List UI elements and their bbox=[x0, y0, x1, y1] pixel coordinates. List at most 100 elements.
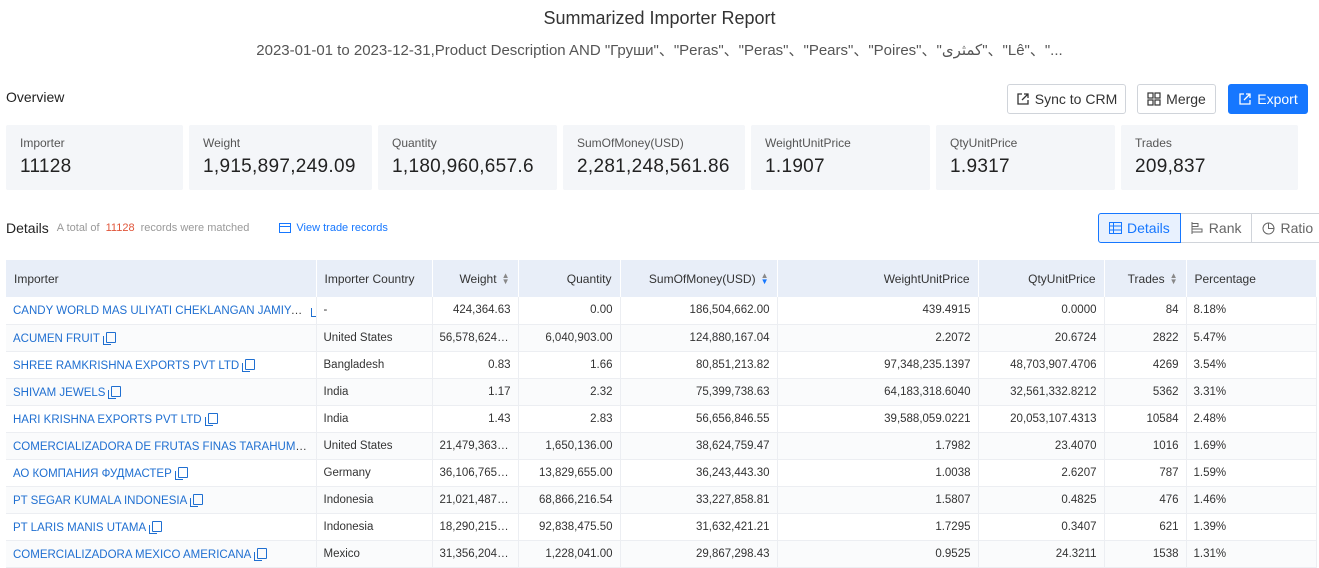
country-cell: United States bbox=[316, 324, 433, 352]
copy-icon[interactable] bbox=[242, 358, 256, 372]
col-header-trades[interactable]: Trades ▲ ▼ bbox=[1104, 260, 1187, 297]
sum-of-money-cell: 80,851,213.82 bbox=[620, 351, 778, 379]
header-label: Weight bbox=[459, 271, 497, 286]
country-cell: - bbox=[316, 297, 433, 325]
tab-details[interactable]: Details bbox=[1098, 213, 1181, 243]
country-cell: Mexico bbox=[316, 540, 433, 568]
country-cell: Bangladesh bbox=[316, 351, 433, 379]
sort-icon[interactable]: ▲ ▼ bbox=[760, 271, 769, 287]
weight-cell: 36,106,765.56 bbox=[432, 459, 519, 487]
qty-unit-price-cell: 32,561,332.8212 bbox=[978, 378, 1105, 406]
col-header-sum-of-money[interactable]: SumOfMoney(USD) ▲ ▼ bbox=[620, 260, 778, 297]
importer-link[interactable]: HARI KRISHNA EXPORTS PVT LTD bbox=[13, 413, 202, 426]
percentage-cell: 3.54% bbox=[1186, 351, 1317, 379]
overview-stats: Importer 11128 Weight 1,915,897,249.09 Q… bbox=[6, 125, 1298, 190]
importer-cell: SHIVAM JEWELS bbox=[6, 378, 317, 406]
percentage-cell: 3.31% bbox=[1186, 378, 1317, 406]
importer-cell: COMERCIALIZADORA MEXICO AMERICANA bbox=[6, 540, 317, 568]
importer-link[interactable]: ACUMEN FRUIT bbox=[13, 332, 100, 345]
stat-label: Importer bbox=[20, 136, 65, 150]
table-row: SHIVAM JEWELS India 1.17 2.32 75,399,738.63 6… bbox=[6, 378, 1317, 406]
header-label: Trades bbox=[1127, 271, 1165, 286]
sum-of-money-cell: 124,880,167.04 bbox=[620, 324, 778, 352]
tab-ratio[interactable]: Ratio bbox=[1252, 213, 1319, 243]
sync-to-crm-label: Sync to CRM bbox=[1034, 91, 1118, 107]
header-label: Importer bbox=[14, 271, 59, 286]
copy-icon[interactable] bbox=[174, 466, 188, 480]
importer-link[interactable]: COMERCIALIZADORA DE FRUTAS FINAS TARAHUM… bbox=[13, 440, 313, 453]
importer-link[interactable]: CANDY WORLD MAS ULIYATI CHEKLANGAN JAMIY… bbox=[13, 305, 308, 318]
copy-icon[interactable] bbox=[102, 331, 116, 345]
importer-cell: COMERCIALIZADORA DE FRUTAS FINAS TARAHUM… bbox=[6, 432, 317, 460]
trades-cell: 4269 bbox=[1104, 351, 1187, 379]
country-cell: Germany bbox=[316, 459, 433, 487]
quantity-cell: 2.83 bbox=[518, 405, 621, 433]
qty-unit-price-cell: 23.4070 bbox=[978, 432, 1105, 460]
matched-suffix: records were matched bbox=[140, 222, 250, 234]
importer-link[interactable]: COMERCIALIZADORA MEXICO AMERICANA bbox=[13, 548, 252, 561]
table-row: HARI KRISHNA EXPORTS PVT LTD India 1.43 2.8… bbox=[6, 405, 1317, 433]
quantity-cell: 1,228,041.00 bbox=[518, 540, 621, 568]
rank-icon bbox=[1191, 222, 1203, 234]
weight-cell: 1.17 bbox=[432, 378, 519, 406]
importer-cell: PT LARIS MANIS UTAMA bbox=[6, 513, 317, 541]
merge-button[interactable]: Merge bbox=[1137, 84, 1216, 114]
col-header-weight[interactable]: Weight ▲ ▼ bbox=[432, 260, 519, 297]
matched-prefix: A total of bbox=[56, 222, 100, 234]
header-label: SumOfMoney(USD) bbox=[648, 271, 756, 286]
header-label: Quantity bbox=[566, 271, 612, 286]
weight-unit-price-cell: 2.2072 bbox=[777, 324, 979, 352]
sort-icon[interactable]: ▲ ▼ bbox=[501, 271, 510, 287]
importer-link[interactable]: SHREE RAMKRISHNA EXPORTS PVT LTD bbox=[13, 359, 240, 372]
copy-icon[interactable] bbox=[254, 547, 268, 561]
weight-cell: 21,021,487.60 bbox=[432, 486, 519, 514]
external-link-icon bbox=[1017, 93, 1029, 105]
copy-icon[interactable] bbox=[204, 412, 218, 426]
details-header: Details A total of 11128 records were matc… bbox=[6, 220, 388, 236]
copy-icon[interactable] bbox=[108, 385, 122, 399]
table-row: ACUMEN FRUIT United States 56,578,624.64 6,… bbox=[6, 324, 1317, 352]
col-header-weight-unit-price: WeightUnitPrice bbox=[777, 260, 979, 297]
importer-link[interactable]: PT LARIS MANIS UTAMA bbox=[13, 521, 147, 534]
weight-unit-price-cell: 1.5807 bbox=[777, 486, 979, 514]
sort-icon[interactable]: ▲ ▼ bbox=[1169, 271, 1178, 287]
table-row: COMERCIALIZADORA DE FRUTAS FINAS TARAHUM… bbox=[6, 432, 1317, 460]
weight-unit-price-cell: 1.7295 bbox=[777, 513, 979, 541]
importer-link[interactable]: PT SEGAR KUMALA INDONESIA bbox=[13, 494, 188, 507]
header-label: WeightUnitPrice bbox=[883, 271, 970, 286]
tab-details-label: Details bbox=[1127, 220, 1170, 236]
merge-label: Merge bbox=[1166, 91, 1206, 107]
export-button[interactable]: Export bbox=[1228, 84, 1308, 114]
sum-of-money-cell: 29,867,298.43 bbox=[620, 540, 778, 568]
stat-label: Weight bbox=[203, 136, 241, 150]
trades-cell: 1538 bbox=[1104, 540, 1187, 568]
view-trade-records-link[interactable]: View trade records bbox=[279, 222, 388, 234]
details-heading: Details bbox=[6, 220, 49, 236]
table-row: PT LARIS MANIS UTAMA Indonesia 18,290,215.… bbox=[6, 513, 1317, 541]
table-icon bbox=[1109, 222, 1122, 234]
col-header-importer: Importer bbox=[6, 260, 317, 297]
sync-to-crm-button[interactable]: Sync to CRM bbox=[1007, 84, 1126, 114]
trades-cell: 1016 bbox=[1104, 432, 1187, 460]
weight-cell: 31,356,204.13 bbox=[432, 540, 519, 568]
weight-unit-price-cell: 97,348,235.1397 bbox=[777, 351, 979, 379]
copy-icon[interactable] bbox=[149, 520, 163, 534]
col-header-qty-unit-price: QtyUnitPrice bbox=[978, 260, 1105, 297]
header-label: Percentage bbox=[1194, 271, 1256, 286]
stat-card-sum-of-money: SumOfMoney(USD) 2,281,248,561.86 bbox=[563, 125, 745, 190]
importer-link[interactable]: SHIVAM JEWELS bbox=[13, 386, 106, 399]
view-trade-records-label: View trade records bbox=[296, 222, 388, 234]
tab-rank[interactable]: Rank bbox=[1180, 213, 1253, 243]
importer-link[interactable]: АО КОМПАНИЯ ФУДМАСТЕР bbox=[13, 467, 172, 480]
qty-unit-price-cell: 48,703,907.4706 bbox=[978, 351, 1105, 379]
qty-unit-price-cell: 20.6724 bbox=[978, 324, 1105, 352]
stat-card-weight-unit-price: WeightUnitPrice 1.1907 bbox=[751, 125, 930, 190]
copy-icon[interactable] bbox=[190, 493, 204, 507]
weight-cell: 424,364.63 bbox=[432, 297, 519, 325]
weight-unit-price-cell: 64,183,318.6040 bbox=[777, 378, 979, 406]
importer-cell: ACUMEN FRUIT bbox=[6, 324, 317, 352]
report-title: Summarized Importer Report bbox=[543, 8, 776, 28]
stat-card-weight: Weight 1,915,897,249.09 bbox=[189, 125, 372, 190]
country-cell: India bbox=[316, 405, 433, 433]
percentage-cell: 2.48% bbox=[1186, 405, 1317, 433]
